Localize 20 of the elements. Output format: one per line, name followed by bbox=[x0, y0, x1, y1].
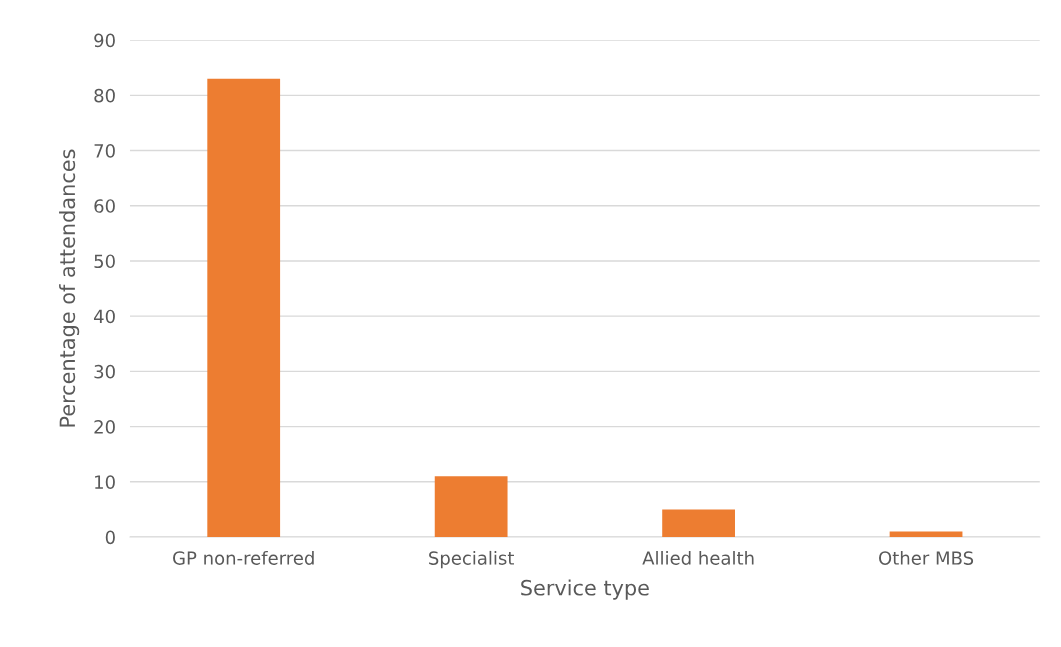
y-tick-label: 40 bbox=[93, 309, 115, 324]
y-tick-label: 30 bbox=[94, 364, 115, 379]
y-tick-label: 60 bbox=[94, 199, 115, 213]
bar bbox=[207, 78, 281, 538]
y-tick-label: 90 bbox=[94, 33, 115, 48]
y-tick-label: 10 bbox=[95, 475, 115, 489]
y-tick-label: 20 bbox=[94, 420, 115, 434]
x-tick-label: Specialist bbox=[429, 550, 514, 569]
y-tick-label: 0 bbox=[105, 530, 115, 545]
y-tick-label: 70 bbox=[94, 143, 115, 158]
bar bbox=[662, 509, 735, 538]
y-tick-label: 80 bbox=[94, 88, 115, 103]
x-tick-label: GP non-referred bbox=[173, 550, 314, 565]
bar bbox=[889, 531, 963, 538]
x-tick-label: Allied health bbox=[642, 550, 754, 565]
y-axis-title: Percentage of attendances bbox=[59, 149, 80, 427]
y-tick-label: 50 bbox=[94, 254, 115, 269]
x-axis-title: Service type bbox=[521, 579, 649, 600]
bar bbox=[434, 476, 508, 538]
x-tick-label: Other MBS bbox=[879, 550, 974, 565]
